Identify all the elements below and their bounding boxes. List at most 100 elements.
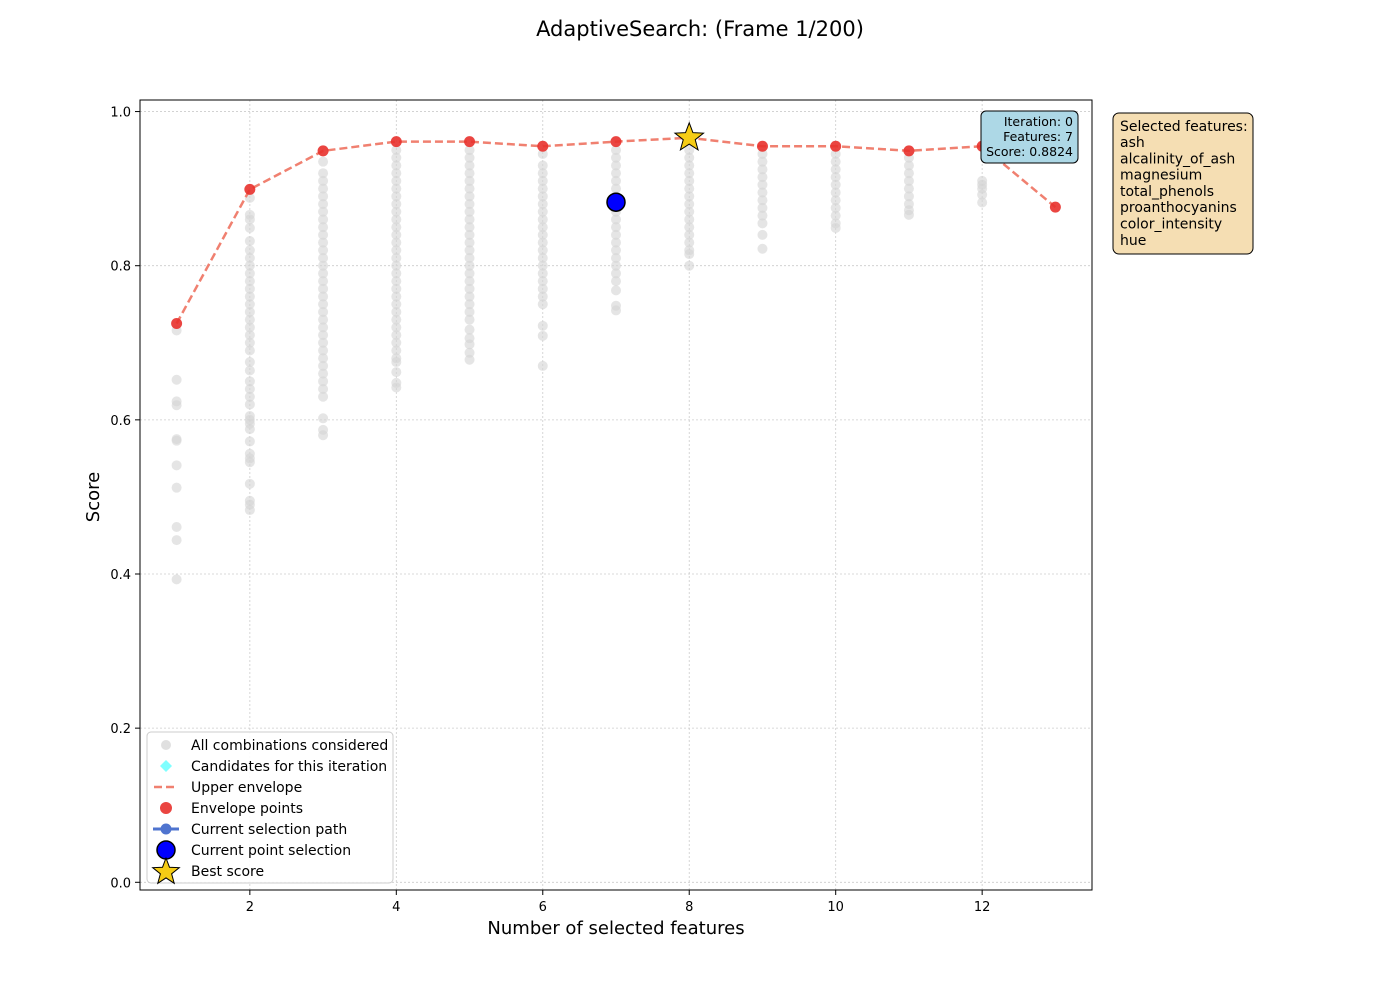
combination-point [318, 360, 329, 371]
combination-point [684, 152, 695, 163]
combination-point [830, 187, 841, 198]
combination-point [244, 245, 255, 256]
combination-point [391, 283, 402, 294]
best-score-layer [673, 121, 705, 152]
combination-point [244, 306, 255, 317]
combination-point [318, 156, 329, 167]
combination-point [537, 299, 548, 310]
combination-point [611, 253, 621, 263]
combination-point [391, 229, 402, 240]
x-tick-label: 10 [827, 900, 844, 915]
combination-point [830, 179, 841, 190]
combination-point [318, 229, 329, 240]
combination-point [611, 260, 621, 271]
combination-point [244, 391, 255, 402]
combination-point [830, 148, 841, 159]
combination-point [611, 168, 621, 179]
combination-point [464, 183, 475, 194]
features-count-text: Features: 7 [1003, 129, 1073, 144]
y-axis-label: Score [83, 472, 104, 522]
combination-point [903, 209, 914, 220]
combination-point [171, 535, 182, 546]
envelope-point [537, 140, 549, 152]
combination-point [318, 168, 329, 179]
combination-point [391, 330, 402, 341]
combination-point [391, 268, 402, 279]
selected-feature-item: hue [1120, 233, 1146, 249]
selected-feature-item: alcalinity_of_ash [1120, 151, 1235, 167]
combination-point [464, 199, 475, 210]
combination-point [684, 168, 695, 179]
combination-point [391, 357, 402, 368]
combination-point [830, 210, 841, 221]
combination-point [611, 305, 621, 316]
combination-point [318, 314, 329, 325]
combination-point [318, 345, 329, 356]
selected-features-header: Selected features: [1120, 119, 1248, 135]
combination-point [391, 199, 402, 210]
score-text: Score: 0.8824 [986, 144, 1073, 159]
combination-point [464, 175, 475, 186]
combination-point [684, 160, 695, 171]
envelope-point [464, 136, 476, 148]
x-axis-label: Number of selected features [487, 918, 744, 939]
combination-point [903, 168, 914, 179]
legend-label: Current selection path [191, 822, 347, 838]
combination-point [391, 345, 402, 356]
legend-marker-path-dot [160, 823, 172, 835]
combination-point [464, 222, 475, 233]
combination-point [318, 291, 329, 302]
combination-point [244, 399, 255, 410]
combination-point [757, 179, 768, 190]
combination-point [244, 505, 255, 516]
combination-point [318, 214, 329, 225]
combination-point [903, 183, 914, 194]
combination-point [611, 276, 621, 287]
combination-point [464, 268, 475, 279]
combination-point [757, 164, 768, 175]
combination-point [537, 320, 548, 331]
current-point-layer [606, 192, 626, 212]
legend-marker-candidates [160, 760, 172, 772]
combination-point [684, 260, 695, 271]
legend-label: All combinations considered [191, 738, 388, 754]
combination-point [830, 156, 841, 167]
combination-point [464, 168, 475, 179]
combination-point [391, 183, 402, 194]
combination-point [684, 175, 695, 186]
combination-point [391, 206, 402, 217]
combination-point [391, 306, 402, 317]
combination-point [171, 435, 182, 446]
combination-point [757, 187, 768, 198]
combination-point [391, 382, 402, 393]
combination-point [391, 237, 402, 248]
combination-point [171, 574, 182, 585]
y-tick-label: 0.8 [110, 260, 131, 275]
combination-point [757, 156, 768, 167]
combination-point [464, 191, 475, 202]
legend-label: Best score [191, 864, 264, 880]
combination-point [537, 260, 548, 271]
tick-labels: 2 4 6 8 10 12 0.0 0.2 0.4 0.6 0.8 1.0 [110, 106, 990, 915]
combination-point [244, 314, 255, 325]
combination-point [977, 189, 988, 200]
combination-point [464, 245, 475, 256]
selected-feature-item: proanthocyanins [1120, 200, 1237, 216]
combination-point [903, 191, 914, 202]
combination-point [464, 283, 475, 294]
x-tick-label: 4 [392, 900, 400, 915]
combination-point [391, 276, 402, 287]
all-combinations-layer [171, 145, 988, 585]
combination-point [244, 365, 255, 376]
selected-feature-item: total_phenols [1120, 184, 1214, 200]
combination-point [611, 183, 621, 194]
combination-point [611, 214, 621, 225]
envelope-point [830, 140, 842, 152]
combination-point [830, 222, 841, 233]
combination-point [611, 175, 621, 186]
x-tick-label: 12 [974, 900, 991, 915]
combination-point [464, 314, 475, 325]
combination-point [391, 253, 402, 263]
combination-point [684, 206, 695, 217]
combination-point [464, 237, 475, 248]
